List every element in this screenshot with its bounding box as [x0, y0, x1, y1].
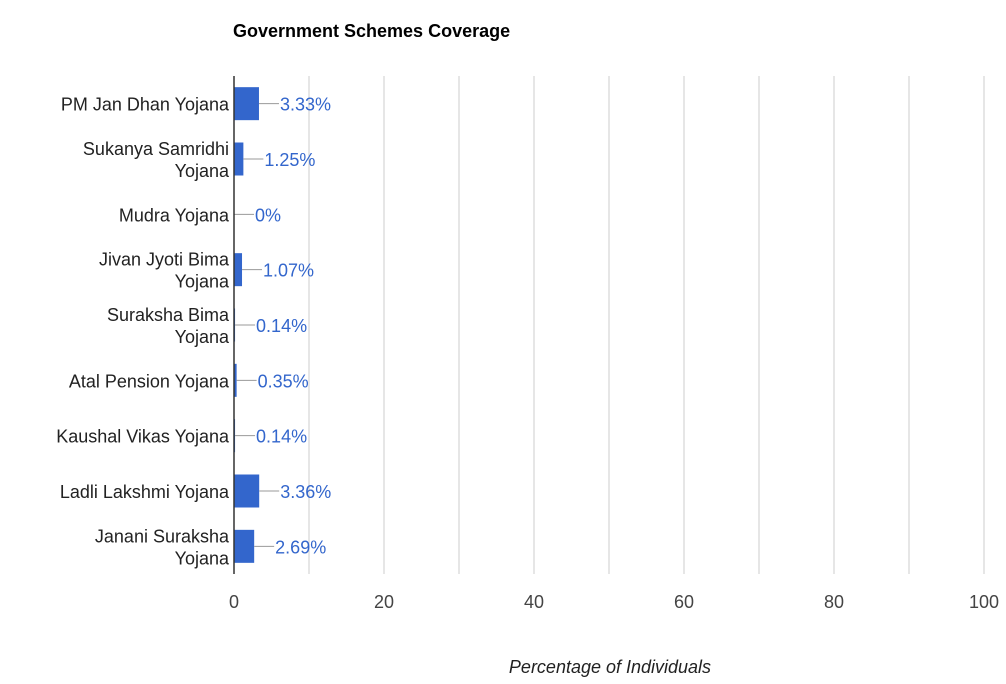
bar — [234, 253, 243, 287]
bar — [234, 529, 255, 563]
category-label: Atal Pension Yojana — [69, 371, 230, 391]
category-label: Yojana — [175, 272, 230, 292]
bar — [234, 474, 260, 508]
data-label: 2.69% — [275, 537, 326, 557]
chart-title: Government Schemes Coverage — [233, 21, 510, 41]
data-label: 1.07% — [263, 261, 314, 281]
data-label: 0% — [255, 205, 281, 225]
data-label-leaders — [234, 103, 280, 547]
data-label: 0.14% — [256, 316, 307, 336]
category-label: PM Jan Dhan Yojana — [61, 95, 230, 115]
x-tick-label: 40 — [524, 592, 544, 612]
category-label: Sukanya Samridhi — [83, 139, 229, 159]
grid-lines — [308, 76, 985, 574]
x-tick-label: 80 — [824, 592, 844, 612]
x-axis-title: Percentage of Individuals — [509, 657, 711, 677]
bar — [234, 363, 237, 397]
category-label: Yojana — [175, 327, 230, 347]
x-tick-label: 100 — [969, 592, 999, 612]
x-tick-label: 60 — [674, 592, 694, 612]
x-tick-labels: 0 20 40 60 80 100 — [229, 592, 999, 612]
x-tick-label: 0 — [229, 592, 239, 612]
data-labels: 3.33% 1.25% 0% 1.07% 0.14% 0.35% 0.14% 3.36% 2.6… — [255, 95, 331, 558]
data-label: 0.14% — [256, 427, 307, 447]
data-label: 3.33% — [280, 95, 331, 115]
category-label: Yojana — [175, 161, 230, 181]
data-label: 3.36% — [280, 482, 331, 502]
bar — [234, 87, 259, 121]
data-label: 0.35% — [258, 371, 309, 391]
bar — [234, 142, 244, 176]
category-label: Kaushal Vikas Yojana — [56, 427, 230, 447]
x-tick-label: 20 — [374, 592, 394, 612]
data-label: 1.25% — [264, 150, 315, 170]
category-label: Janani Suraksha — [95, 526, 230, 546]
category-label: Suraksha Bima — [107, 305, 230, 325]
category-label: Mudra Yojana — [119, 205, 230, 225]
category-label: Ladli Lakshmi Yojana — [60, 482, 230, 502]
category-label: Yojana — [175, 548, 230, 568]
category-label: Jivan Jyoti Bima — [99, 250, 230, 270]
